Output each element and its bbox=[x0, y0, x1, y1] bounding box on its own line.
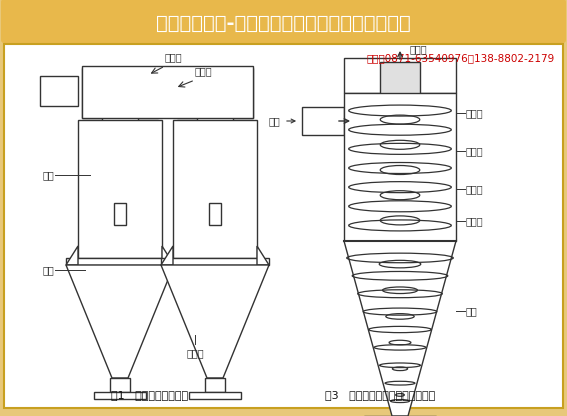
Text: 内涡旋: 内涡旋 bbox=[466, 216, 484, 226]
Polygon shape bbox=[189, 392, 241, 399]
Polygon shape bbox=[209, 203, 221, 225]
Polygon shape bbox=[205, 378, 225, 392]
Polygon shape bbox=[110, 378, 130, 392]
Polygon shape bbox=[197, 74, 233, 128]
Text: 锥体: 锥体 bbox=[43, 265, 54, 275]
Text: 图1   旋风分离器的结构: 图1 旋风分离器的结构 bbox=[112, 390, 189, 400]
Polygon shape bbox=[173, 120, 257, 258]
Polygon shape bbox=[344, 58, 456, 93]
Polygon shape bbox=[94, 392, 146, 399]
Polygon shape bbox=[66, 265, 174, 378]
Polygon shape bbox=[302, 107, 344, 135]
Text: 详询：0871-63540976、138-8802-2179: 详询：0871-63540976、138-8802-2179 bbox=[367, 53, 555, 63]
Text: 排出管: 排出管 bbox=[410, 44, 428, 54]
Polygon shape bbox=[135, 76, 173, 106]
Text: 锥体: 锥体 bbox=[466, 306, 478, 316]
Text: 圆柱体: 圆柱体 bbox=[466, 146, 484, 156]
Text: 排气管: 排气管 bbox=[165, 52, 183, 62]
Polygon shape bbox=[40, 76, 78, 106]
Polygon shape bbox=[114, 203, 126, 225]
Polygon shape bbox=[66, 246, 78, 265]
Polygon shape bbox=[257, 246, 269, 265]
Polygon shape bbox=[162, 246, 174, 265]
Polygon shape bbox=[161, 246, 173, 265]
Text: 昆明滇重矿机-旋风除尘器结构及工作原理示意图: 昆明滇重矿机-旋风除尘器结构及工作原理示意图 bbox=[155, 13, 411, 32]
FancyBboxPatch shape bbox=[4, 44, 563, 408]
Polygon shape bbox=[161, 265, 269, 378]
Text: 外涡旋: 外涡旋 bbox=[466, 184, 484, 194]
Polygon shape bbox=[102, 74, 138, 128]
Text: 烟气: 烟气 bbox=[268, 116, 280, 126]
FancyBboxPatch shape bbox=[1, 0, 566, 43]
Text: 上涡旋: 上涡旋 bbox=[466, 108, 484, 118]
Polygon shape bbox=[380, 62, 420, 101]
Polygon shape bbox=[344, 241, 456, 416]
Text: 进气管: 进气管 bbox=[195, 66, 213, 76]
Text: 图3   旋风分离器的内部流场示意图: 图3 旋风分离器的内部流场示意图 bbox=[325, 390, 435, 400]
Polygon shape bbox=[82, 66, 253, 118]
Polygon shape bbox=[78, 120, 162, 258]
Text: 筒体: 筒体 bbox=[43, 170, 54, 180]
Polygon shape bbox=[66, 258, 174, 265]
Text: 排灰口: 排灰口 bbox=[186, 348, 204, 358]
Polygon shape bbox=[161, 258, 269, 265]
Polygon shape bbox=[82, 68, 158, 118]
Polygon shape bbox=[344, 93, 456, 241]
Polygon shape bbox=[177, 68, 253, 118]
